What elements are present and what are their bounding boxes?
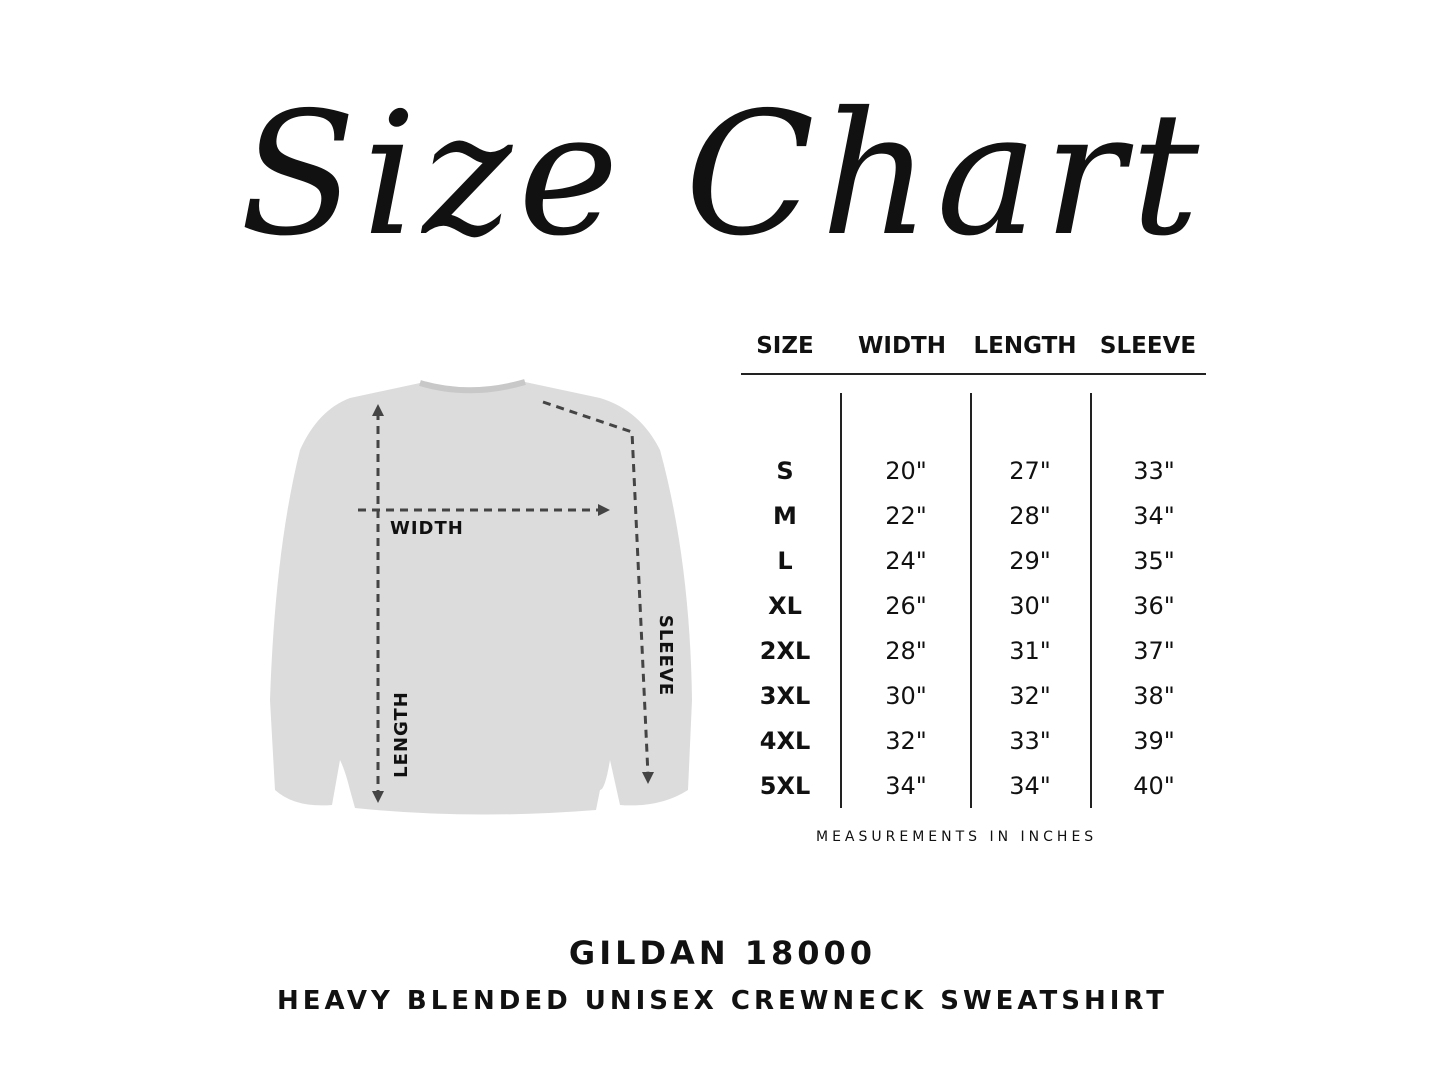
length-cell: 31"	[1009, 637, 1051, 665]
sleeve-cell: 37"	[1133, 637, 1175, 665]
size-cell: L	[777, 547, 793, 575]
width-cell: 22"	[885, 502, 927, 530]
sleeve-cell: 33"	[1133, 457, 1175, 485]
width-cell: 34"	[885, 772, 927, 800]
sleeve-cell: 38"	[1133, 682, 1175, 710]
measurement-note: MEASUREMENTS IN INCHES	[816, 829, 1098, 845]
length-cell: 34"	[1009, 772, 1051, 800]
size-cell: 3XL	[759, 682, 811, 710]
header-size: SIZE	[756, 333, 814, 359]
width-cell: 28"	[885, 637, 927, 665]
sleeve-cell: 35"	[1133, 547, 1175, 575]
length-cell: 32"	[1009, 682, 1051, 710]
length-cell: 27"	[1009, 457, 1051, 485]
product-model: GILDAN 18000	[568, 934, 877, 972]
page-title: Size Chart	[239, 76, 1206, 274]
size-cell: M	[773, 502, 797, 530]
size-cell: 5XL	[759, 772, 811, 800]
width-cell: 26"	[885, 592, 927, 620]
header-sleeve: SLEEVE	[1099, 333, 1197, 359]
sleeve-cell: 34"	[1133, 502, 1175, 530]
length-cell: 29"	[1009, 547, 1051, 575]
sleeve-label: SLEEVE	[655, 614, 677, 697]
sleeve-arrow	[542, 400, 650, 776]
sleeve-cell: 39"	[1133, 727, 1175, 755]
size-cell: 2XL	[759, 637, 811, 665]
length-cell: 33"	[1009, 727, 1051, 755]
column-divider	[840, 393, 842, 808]
width-cell: 20"	[885, 457, 927, 485]
header-divider	[741, 373, 1206, 375]
column-divider	[970, 393, 972, 808]
sweatshirt-shape	[270, 382, 692, 815]
product-description: HEAVY BLENDED UNISEX CREWNECK SWEATSHIRT	[277, 986, 1168, 1016]
column-divider	[1090, 393, 1092, 808]
size-cell: S	[776, 457, 794, 485]
length-cell: 30"	[1009, 592, 1051, 620]
width-cell: 24"	[885, 547, 927, 575]
sleeve-cell: 36"	[1133, 592, 1175, 620]
width-cell: 32"	[885, 727, 927, 755]
header-length: LENGTH	[973, 333, 1077, 359]
header-width: WIDTH	[858, 333, 946, 359]
width-cell: 30"	[885, 682, 927, 710]
length-cell: 28"	[1009, 502, 1051, 530]
length-label: LENGTH	[390, 691, 412, 778]
size-cell: XL	[768, 592, 802, 620]
size-cell: 4XL	[759, 727, 811, 755]
sleeve-cell: 40"	[1133, 772, 1175, 800]
width-label: WIDTH	[390, 518, 464, 539]
